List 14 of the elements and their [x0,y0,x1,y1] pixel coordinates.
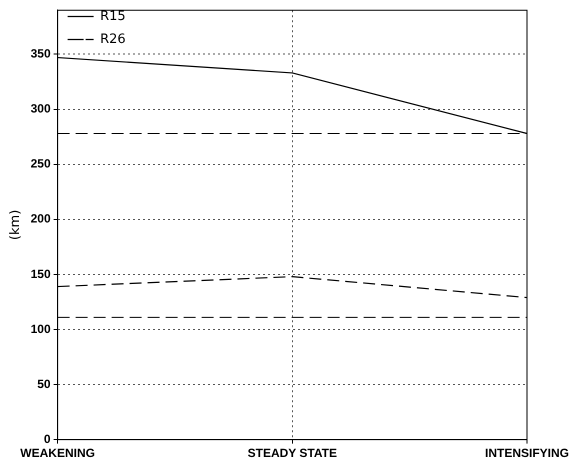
y-tick-label: 300 [30,102,51,116]
x-tick-label: WEAKENING [20,446,95,460]
y-tick-label: 50 [37,376,51,391]
legend-label: R15 [100,8,126,24]
x-tick-label: INTENSIFYING [484,446,570,460]
y-tick-label: 250 [30,156,51,171]
y-tick-label: 200 [30,212,51,226]
y-tick-label: 350 [30,46,51,61]
y-tick-label: 100 [30,322,51,336]
x-tick-label: STEADY STATE [248,446,337,460]
y-axis-title: (km) [8,210,24,240]
y-tick-label: 150 [30,266,51,281]
y-tick-label: 0 [44,432,51,446]
legend-label: R26 [100,32,126,47]
